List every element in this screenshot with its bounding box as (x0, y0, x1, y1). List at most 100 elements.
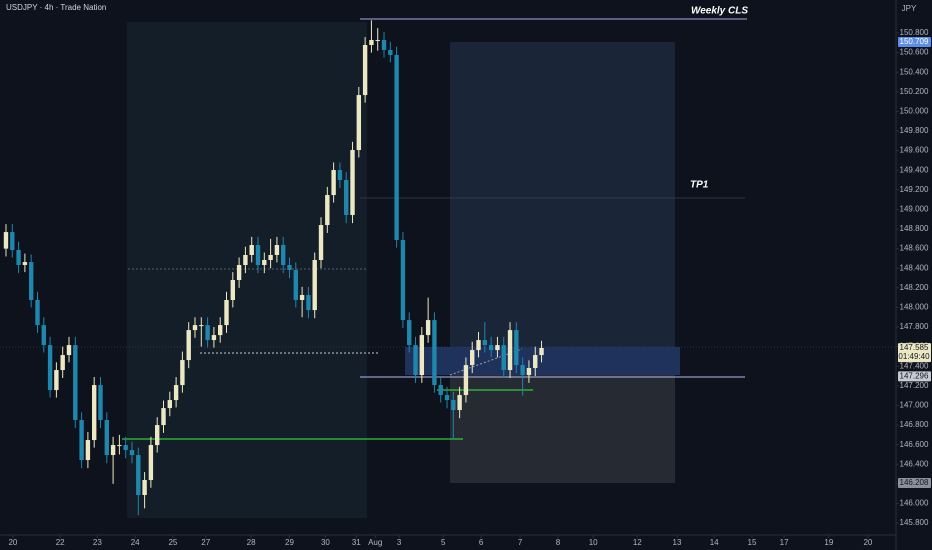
candle-body (444, 395, 450, 401)
candle-body (54, 370, 59, 391)
candle-body (299, 294, 305, 300)
candle-body (482, 340, 488, 346)
candle-body (394, 54, 399, 241)
x-tick-label: 20 (8, 538, 17, 547)
candle-body (148, 445, 154, 481)
candle-body (293, 269, 299, 300)
marks (3, 20, 544, 516)
candle-body (287, 265, 292, 270)
candle-body (123, 445, 128, 451)
candle-body (381, 39, 387, 50)
y-tick-label: 148.200 (900, 283, 929, 292)
candle-body (495, 345, 500, 351)
candle-body (306, 294, 311, 311)
candle-body (533, 355, 538, 369)
x-tick-label: 7 (518, 538, 523, 547)
y-tick-label: 148.400 (900, 263, 929, 272)
candle-body (28, 262, 34, 300)
candle-body (526, 368, 532, 376)
y-tick-label: 148.600 (900, 244, 929, 253)
candle-body (281, 245, 286, 266)
candle-body (451, 400, 456, 411)
annotation: Weekly CLS (691, 6, 748, 17)
x-tick-label: 19 (824, 538, 833, 547)
candle-body (60, 355, 65, 371)
x-tick-label: 20 (863, 538, 872, 547)
x-tick-label: 8 (556, 538, 561, 547)
x-tick-label: 27 (201, 538, 210, 547)
candle-body (438, 385, 443, 396)
x-tick-label: 12 (633, 538, 642, 547)
x-tick-label: 24 (131, 538, 140, 547)
candle-body (488, 345, 494, 351)
axis: 145.800146.000146.200146.400146.600146.8… (8, 28, 931, 547)
candle-body (199, 325, 204, 327)
price-label-box (898, 343, 931, 363)
x-tick-label: 30 (321, 538, 330, 547)
candle-body (356, 95, 362, 151)
candle-body (312, 260, 317, 311)
price-label-box (898, 371, 931, 382)
candle-body (110, 445, 116, 456)
y-tick-label: 147.800 (900, 322, 929, 331)
y-tick-label: 149.000 (900, 205, 929, 214)
price-label: 146.208 (900, 478, 929, 487)
candle-body (318, 225, 324, 261)
candle-body (161, 408, 166, 426)
price-label: 147.296 (900, 372, 929, 381)
candle-body (73, 345, 78, 421)
candle-body (388, 49, 393, 55)
candle-body (375, 39, 380, 41)
y-tick-label: 146.000 (900, 499, 929, 508)
candle-body (136, 455, 141, 496)
price-label: 150.709 (900, 37, 929, 46)
y-tick-label: 146.800 (900, 420, 929, 429)
y-tick-label: 150.400 (900, 67, 929, 76)
candle-body (457, 395, 462, 411)
candle-body (325, 195, 330, 226)
x-tick-label: 22 (56, 538, 65, 547)
x-tick-label: 5 (441, 538, 446, 547)
candle-body (79, 420, 84, 461)
x-tick-label: 3 (397, 538, 402, 547)
x-tick-label: 29 (285, 538, 294, 547)
y-tick-label: 149.800 (900, 126, 929, 135)
candle-body (539, 348, 544, 356)
candle-body (22, 262, 28, 266)
x-tick-label: 6 (479, 538, 484, 547)
candle-body (344, 180, 349, 216)
y-tick-label: 146.600 (900, 440, 929, 449)
y-tick-label: 147.400 (900, 361, 929, 370)
y-tick-label: 149.600 (900, 146, 929, 155)
currency: JPY (902, 4, 917, 13)
x-tick-label: 10 (589, 538, 598, 547)
candle-body (337, 170, 343, 181)
y-tick-label: 149.200 (900, 185, 929, 194)
y-tick-label: 148.800 (900, 224, 929, 233)
candle-body (413, 345, 418, 376)
countdown: 01:49:40 (898, 352, 930, 361)
y-tick-label: 150.600 (900, 48, 929, 57)
x-tick-label: 15 (748, 538, 757, 547)
candle-body (507, 330, 513, 371)
chart-title: USDJPY · 4h · Trade Nation (6, 3, 106, 12)
candle-body (331, 170, 336, 196)
candle-body (3, 232, 9, 249)
target-zone (450, 42, 675, 347)
trade-line (449, 348, 523, 376)
candle-body (167, 400, 173, 409)
candle-body (66, 345, 72, 356)
candle-body (104, 420, 109, 456)
candle-body (419, 335, 425, 376)
y-tick-label: 150.200 (900, 87, 929, 96)
candle-body (268, 255, 273, 261)
y-tick-label: 146.400 (900, 459, 929, 468)
y-tick-label: 147.000 (900, 401, 929, 410)
y-tick-label: 150.800 (900, 28, 929, 37)
candle-body (362, 44, 368, 96)
x-tick-label: 13 (673, 538, 682, 547)
candle-body (501, 345, 506, 371)
price-label-box (898, 478, 931, 489)
candle-body (192, 325, 198, 331)
